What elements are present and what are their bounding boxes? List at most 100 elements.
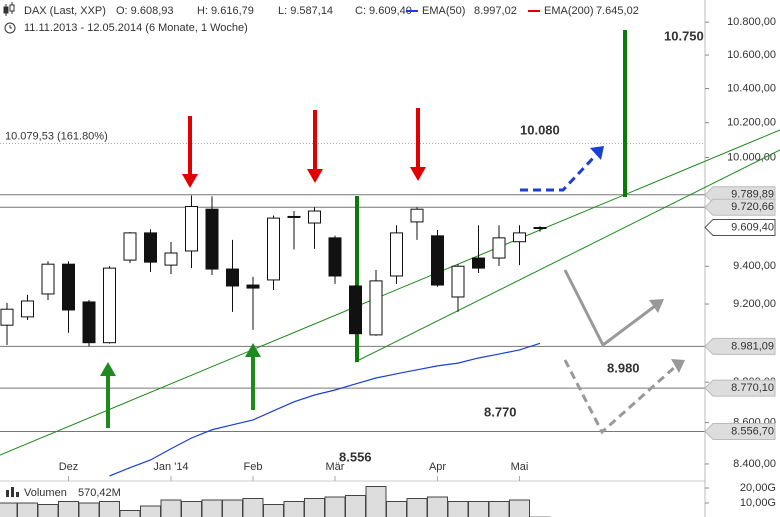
volume-tick-label: 10,00G	[740, 497, 776, 509]
candle-body	[328, 237, 342, 277]
candle-body	[62, 263, 75, 311]
candle-body	[226, 268, 239, 287]
arrow-head	[410, 167, 426, 181]
arrow-head	[100, 362, 116, 376]
volume-bar	[488, 501, 510, 517]
volume-bar	[427, 496, 448, 517]
candle-body	[390, 232, 403, 277]
level-label: 8.981,09	[731, 340, 774, 352]
y-tick-label: 10.400,00	[727, 82, 776, 94]
legend-name: EMA(50)	[422, 5, 465, 17]
x-tick-label: Feb	[244, 461, 263, 473]
forecast-arrow	[520, 153, 598, 192]
volume-bar	[17, 502, 38, 517]
date-range: 11.11.2013 - 12.05.2014 (6 Monate, 1 Woc…	[24, 22, 248, 34]
y-tick-label: 10.200,00	[727, 117, 776, 129]
level-box	[704, 198, 776, 216]
ema-line	[109, 342, 541, 477]
volume-bar	[99, 501, 120, 517]
volume-icon	[11, 487, 14, 497]
candle-body	[287, 215, 301, 218]
volume-bar	[304, 498, 325, 517]
candle-body	[103, 267, 116, 344]
level-label: 9.720,66	[731, 201, 774, 213]
legend-name: EMA(200)	[544, 5, 594, 17]
x-tick-label: Mai	[511, 461, 529, 473]
y-tick-label: 8.400,00	[733, 458, 776, 470]
candle-body	[123, 232, 137, 261]
volume-bar	[222, 499, 243, 517]
candle-body	[246, 284, 260, 289]
candle-body	[513, 232, 526, 243]
ohlc-value: C: 9.609,40	[355, 5, 412, 17]
candle-body	[349, 285, 362, 335]
candle-body	[164, 252, 178, 266]
volume-bar	[365, 486, 387, 517]
candle-body	[369, 280, 383, 336]
arrow-head	[307, 169, 323, 183]
candle-body	[267, 217, 280, 281]
arrow-head	[590, 146, 604, 160]
x-tick-label: Dez	[59, 461, 79, 473]
header-icon	[3, 2, 16, 34]
last-label: 9.609,40	[731, 221, 774, 233]
volume-icon	[16, 492, 19, 497]
annotation: 10.080	[520, 122, 560, 137]
volume-bar	[345, 495, 366, 517]
volume-bar	[201, 499, 223, 517]
ohlc-value: L: 9.587,14	[278, 5, 333, 17]
candle-body	[185, 205, 198, 252]
candle-body	[492, 237, 506, 259]
volume-bar	[468, 501, 489, 517]
volume-bar	[160, 499, 182, 517]
y-tick-label: 10.800,00	[727, 16, 776, 28]
symbol: DAX (Last, XXP)	[24, 5, 106, 17]
annotation: 10.750	[664, 28, 704, 43]
legend-value: 7.645,02	[596, 5, 639, 17]
x-tick-label: Jan '14	[153, 461, 188, 473]
y-tick-label: 9.400,00	[733, 260, 776, 272]
volume-bar	[324, 496, 346, 517]
volume-bar	[58, 501, 79, 517]
candle-body	[410, 208, 424, 223]
volume-bar	[509, 499, 530, 517]
volume-bar	[283, 501, 305, 517]
volume-bar	[181, 501, 202, 517]
ohlc-value: O: 9.608,93	[116, 5, 174, 17]
volume-bar	[37, 504, 59, 517]
arrow-head	[182, 174, 198, 188]
volume-bar	[406, 498, 428, 517]
forecast-arrow	[563, 269, 656, 348]
volume-bar	[447, 501, 469, 517]
arrow-head	[671, 359, 685, 373]
trend-line	[0, 129, 780, 456]
y-tick-label: 9.200,00	[733, 298, 776, 310]
volume-bar	[242, 498, 264, 517]
volume-bar	[78, 502, 100, 517]
y-tick-label: 10.600,00	[727, 49, 776, 61]
level-box	[704, 337, 776, 355]
volume-bar	[140, 505, 161, 517]
annotation: 8.980	[607, 360, 640, 375]
legend-value: 8.997,02	[474, 5, 517, 17]
candle-body	[472, 257, 485, 269]
arrow-head	[649, 299, 664, 313]
forecast-arrow	[563, 359, 677, 435]
x-tick-label: Mär	[326, 461, 345, 473]
volume-value: 570,42M	[78, 487, 121, 499]
candle-body	[533, 227, 547, 230]
level-label: 8.556,70	[731, 425, 774, 437]
last-box	[704, 219, 776, 237]
candle-body	[21, 300, 34, 318]
annotation: 8.770	[484, 404, 517, 419]
y-tick-label: 10.000,00	[727, 151, 776, 163]
candle-body	[41, 263, 55, 295]
candle-body	[308, 210, 321, 224]
level-box	[704, 422, 776, 440]
ohlc-value: H: 9.616,79	[197, 5, 254, 17]
candle-body	[205, 208, 219, 270]
arrow-head	[245, 343, 261, 357]
candle-body	[144, 232, 157, 263]
volume-bar	[119, 510, 141, 517]
